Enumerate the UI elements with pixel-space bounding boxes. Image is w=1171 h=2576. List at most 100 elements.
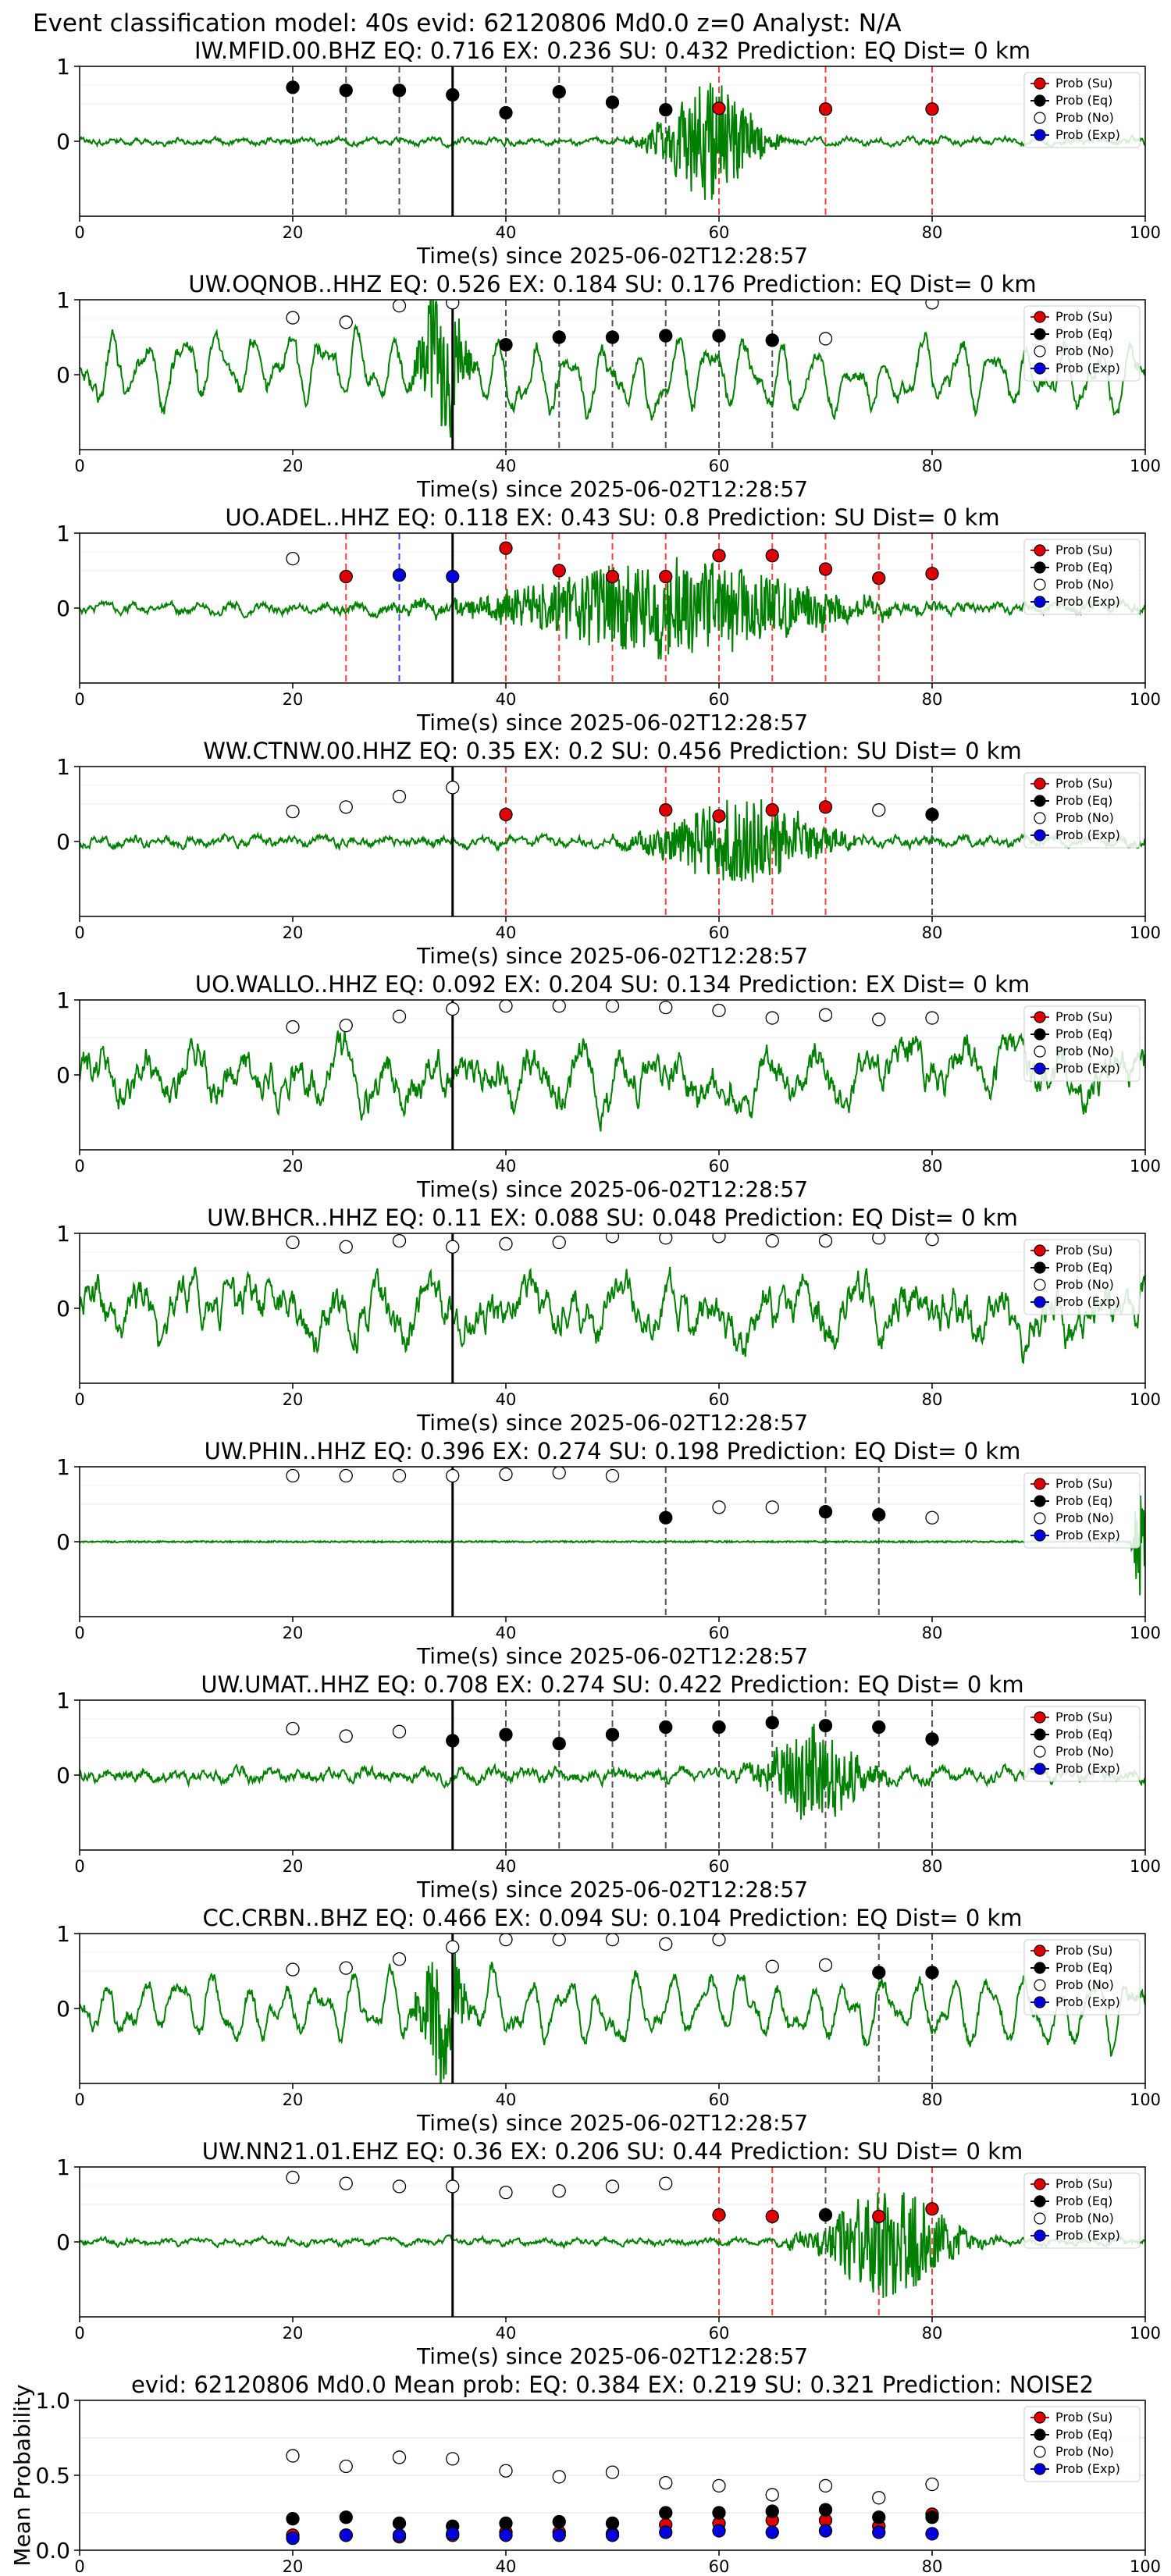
- prob-marker-su: [765, 803, 779, 817]
- prob-marker-no: [659, 1000, 673, 1015]
- legend-label: Prob (Su): [1055, 1710, 1112, 1724]
- legend-label: Prob (Exp): [1055, 1761, 1120, 1776]
- xtick-label: 60: [709, 1624, 730, 1642]
- prob-marker-su: [872, 2209, 886, 2224]
- xtick-label: 80: [922, 1857, 943, 1876]
- waveform: [80, 2192, 1145, 2298]
- legend-label: Prob (No): [1055, 1744, 1114, 1759]
- legend-label: Prob (Exp): [1055, 127, 1120, 142]
- xtick-label: 40: [496, 223, 517, 242]
- legend-marker-probeq: [1034, 1028, 1046, 1041]
- ytick-label: 1: [56, 987, 70, 1013]
- legend-label: Prob (No): [1055, 810, 1114, 825]
- legend-marker-probsu: [1034, 77, 1046, 90]
- xtick-label: 80: [922, 2324, 943, 2343]
- legend-label: Prob (Su): [1055, 76, 1112, 91]
- legend-marker-probsu: [1034, 2411, 1046, 2424]
- ytick-label: 0: [56, 2229, 70, 2255]
- prob-marker-no: [446, 2179, 460, 2194]
- prob-marker-no: [872, 1233, 886, 1245]
- prob-marker-su: [925, 567, 939, 581]
- legend-marker-probsu: [1034, 1244, 1046, 1257]
- prob-marker-eq: [552, 330, 566, 344]
- legend-label: Prob (Eq): [1055, 93, 1112, 108]
- legend-label: Prob (Eq): [1055, 793, 1112, 808]
- mean-marker-no: [552, 2470, 566, 2484]
- mean-marker-exp: [765, 2525, 779, 2539]
- legend-marker-probexp: [1034, 596, 1046, 608]
- prob-marker-no: [552, 1467, 566, 1480]
- prob-marker-no: [818, 1233, 833, 1248]
- prob-marker-no: [286, 311, 300, 325]
- panel-5: UO.WALLO..HHZ EQ: 0.092 EX: 0.204 SU: 0.…: [56, 971, 1161, 1202]
- xtick-label: 20: [283, 2557, 304, 2576]
- legend-label: Prob (Exp): [1055, 2228, 1120, 2243]
- xtick-label: 60: [709, 1390, 730, 1409]
- legend-label: Prob (Eq): [1055, 2194, 1112, 2208]
- prob-marker-eq: [605, 1727, 620, 1742]
- panel-7: UW.PHIN..HHZ EQ: 0.396 EX: 0.274 SU: 0.1…: [56, 1438, 1161, 1669]
- prob-marker-no: [392, 789, 407, 804]
- xtick-label: 20: [283, 1857, 304, 1876]
- xtick-label: 40: [496, 1624, 517, 1642]
- legend-label: Prob (Exp): [1055, 594, 1120, 609]
- legend-label: Prob (No): [1055, 577, 1114, 592]
- legend: Prob (Su) Prob (Eq) Prob (No) Prob (Exp): [1023, 1472, 1141, 1549]
- mean-marker-eq: [925, 2510, 939, 2524]
- legend-marker-probexp: [1034, 1296, 1046, 1308]
- mean-marker-no: [446, 2452, 460, 2466]
- xtick-label: 60: [709, 457, 730, 475]
- xtick-label: 80: [922, 1624, 943, 1642]
- prob-marker-no: [286, 1962, 300, 1976]
- prob-marker-su: [925, 102, 939, 116]
- prob-marker-no: [605, 1934, 620, 1947]
- prob-marker-no: [605, 1233, 620, 1244]
- panel-title: UW.PHIN..HHZ EQ: 0.396 EX: 0.274 SU: 0.1…: [205, 1438, 1021, 1464]
- prob-marker-no: [659, 1937, 673, 1952]
- xtick-label: 100: [1130, 1157, 1161, 1176]
- prob-marker-eq: [392, 84, 407, 98]
- panel-title: CC.CRBN..BHZ EQ: 0.466 EX: 0.094 SU: 0.1…: [202, 1905, 1022, 1931]
- prob-marker-no: [286, 1235, 300, 1250]
- prob-marker-eq: [499, 337, 513, 352]
- legend: Prob (Su) Prob (Eq) Prob (No) Prob (Exp): [1023, 72, 1141, 148]
- prob-marker-no: [818, 332, 833, 346]
- legend-marker-probsu: [1034, 311, 1046, 323]
- xtick-label: 100: [1130, 690, 1161, 709]
- xtick-label: 0: [74, 923, 84, 942]
- panel-6: UW.BHCR..HHZ EQ: 0.11 EX: 0.088 SU: 0.04…: [56, 1204, 1161, 1436]
- mean-marker-exp: [712, 2524, 726, 2538]
- legend-label: Prob (Su): [1055, 2410, 1112, 2425]
- panel-title: UO.ADEL..HHZ EQ: 0.118 EX: 0.43 SU: 0.8 …: [225, 504, 999, 531]
- mean-marker-eq: [392, 2516, 407, 2531]
- panel-title: UW.NN21.01.EHZ EQ: 0.36 EX: 0.206 SU: 0.…: [202, 2138, 1023, 2165]
- legend-marker-probno: [1034, 2212, 1046, 2225]
- waveform: [80, 557, 1145, 660]
- axes-frame: [79, 1233, 1146, 1384]
- prob-marker-eq: [712, 1720, 726, 1735]
- legend-marker-probeq: [1034, 561, 1046, 574]
- ytick-label: 1: [56, 1454, 70, 1480]
- ytick-label: 0: [56, 1062, 70, 1088]
- prob-marker-eq: [659, 1720, 673, 1735]
- legend-label: Prob (No): [1055, 1044, 1114, 1059]
- mean-marker-eq: [605, 2516, 620, 2531]
- panel-9: CC.CRBN..BHZ EQ: 0.466 EX: 0.094 SU: 0.1…: [56, 1905, 1161, 2136]
- legend-frame: [1023, 72, 1141, 148]
- legend-label: Prob (Exp): [1055, 1528, 1120, 1542]
- prob-marker-no: [712, 1003, 726, 1018]
- xtick-label: 40: [496, 2324, 517, 2343]
- prob-marker-no: [392, 1009, 407, 1023]
- prob-marker-su: [818, 800, 833, 814]
- legend-marker-probsu: [1034, 544, 1046, 557]
- prob-marker-no: [605, 1468, 620, 1483]
- prob-marker-no: [392, 300, 407, 313]
- prob-marker-no: [339, 1018, 353, 1033]
- xtick-label: 60: [709, 1157, 730, 1176]
- mean-marker-no: [499, 2464, 513, 2478]
- legend-marker-probeq: [1034, 1495, 1046, 1507]
- legend-frame: [1023, 1706, 1141, 1782]
- prob-marker-no: [286, 804, 300, 819]
- prob-marker-su: [765, 549, 779, 563]
- plot-area: [80, 66, 1145, 216]
